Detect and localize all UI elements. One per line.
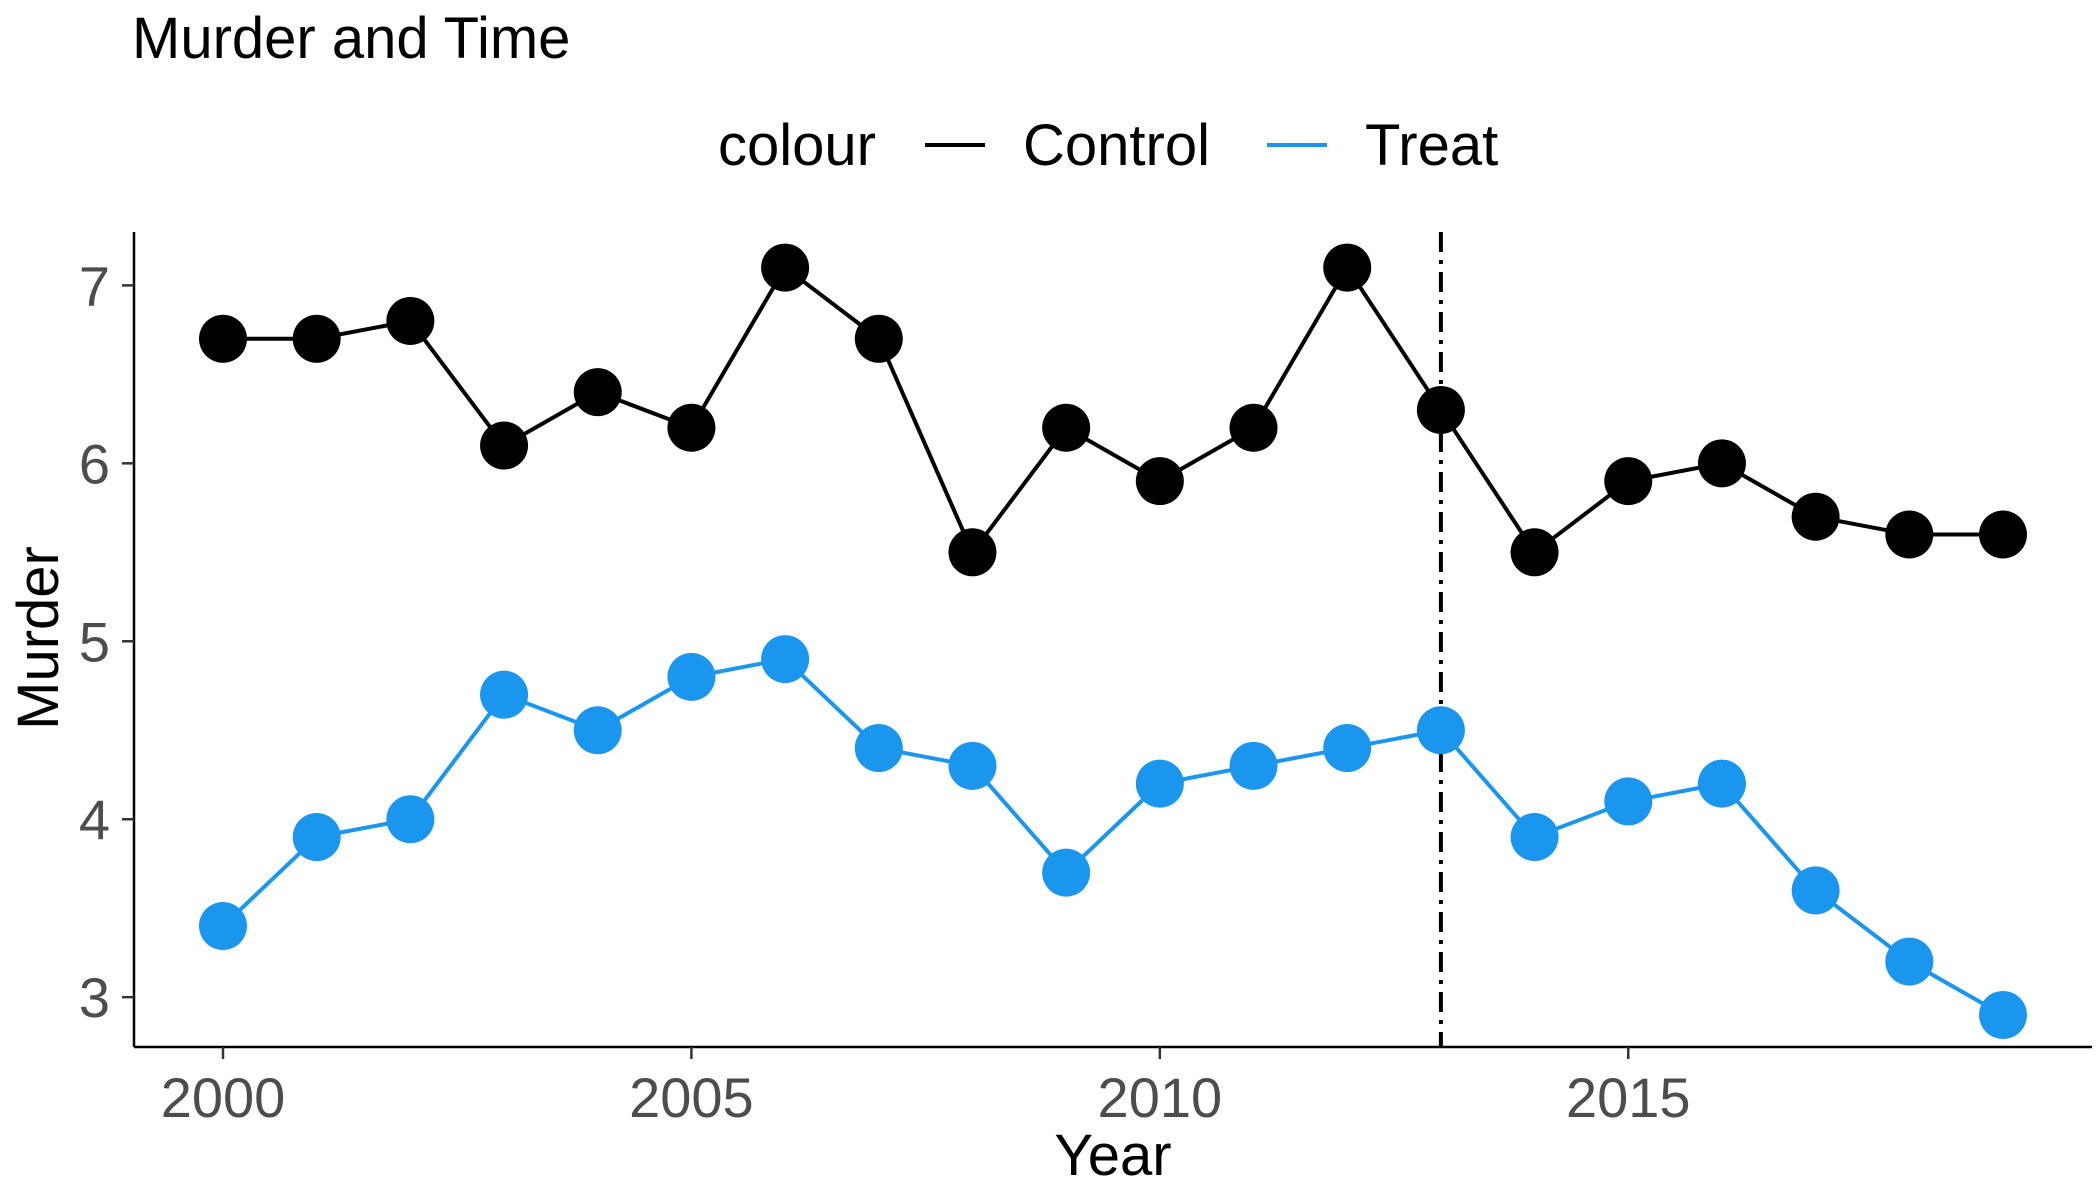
data-point-treat [854,724,903,773]
x-tick-label: 2000 [161,1066,286,1129]
x-axis-ticks: 2000 2005 2010 2015 [161,1047,1691,1129]
legend-title: colour [718,113,876,178]
data-point-treat [1135,759,1184,808]
data-point-treat [1791,866,1840,915]
y-axis-ticks: 3 4 5 6 7 [79,254,134,1029]
data-point-treat [667,652,716,701]
data-point-control [573,368,622,417]
data-point-control [667,403,716,452]
data-point-control [854,314,903,363]
data-point-treat [948,741,997,790]
data-point-control [948,528,997,577]
y-tick-label: 3 [79,966,110,1029]
legend: colour Control Treat [718,113,1498,178]
data-point-treat [292,813,341,862]
y-tick-label: 7 [79,254,110,317]
data-point-control [199,314,247,363]
data-point-control [1979,510,2027,559]
data-point-treat [199,901,247,950]
series-line-control [223,265,2003,555]
x-tick-label: 2015 [1566,1066,1691,1129]
data-point-treat [1604,777,1653,826]
data-point-control [1135,457,1184,506]
data-point-control [1229,403,1278,452]
data-point-treat [1416,706,1465,755]
data-point-control [1791,492,1840,541]
data-point-control [386,296,435,345]
data-point-control [292,314,341,363]
data-point-treat [761,635,810,684]
data-point-control [480,421,529,470]
data-point-treat [1229,741,1278,790]
y-tick-label: 5 [79,610,110,673]
series-layer [199,243,2027,1039]
legend-label-control: Control [1023,113,1210,178]
y-tick-label: 4 [79,788,110,851]
data-point-treat [1885,937,1934,986]
chart-title: Murder and Time [132,6,570,71]
x-tick-label: 2010 [1098,1066,1223,1129]
x-tick-label: 2005 [629,1066,754,1129]
data-point-control [761,243,810,292]
data-point-treat [1979,990,2027,1039]
data-point-control [1885,510,1934,559]
data-point-treat [1323,724,1372,773]
legend-label-treat: Treat [1365,113,1498,178]
x-axis-label: Year [1054,1123,1171,1188]
data-point-treat [1510,813,1559,862]
data-point-treat [573,706,622,755]
data-point-control [1416,385,1465,434]
data-point-treat [1042,848,1091,897]
y-tick-label: 6 [79,432,110,495]
data-point-control [1323,243,1372,292]
y-axis-label: Murder [6,546,71,730]
data-point-treat [480,670,529,719]
data-point-treat [1697,759,1746,808]
data-point-control [1604,457,1653,506]
data-point-treat [386,795,435,844]
data-point-control [1697,439,1746,488]
data-point-control [1042,403,1091,452]
data-point-control [1510,528,1559,577]
